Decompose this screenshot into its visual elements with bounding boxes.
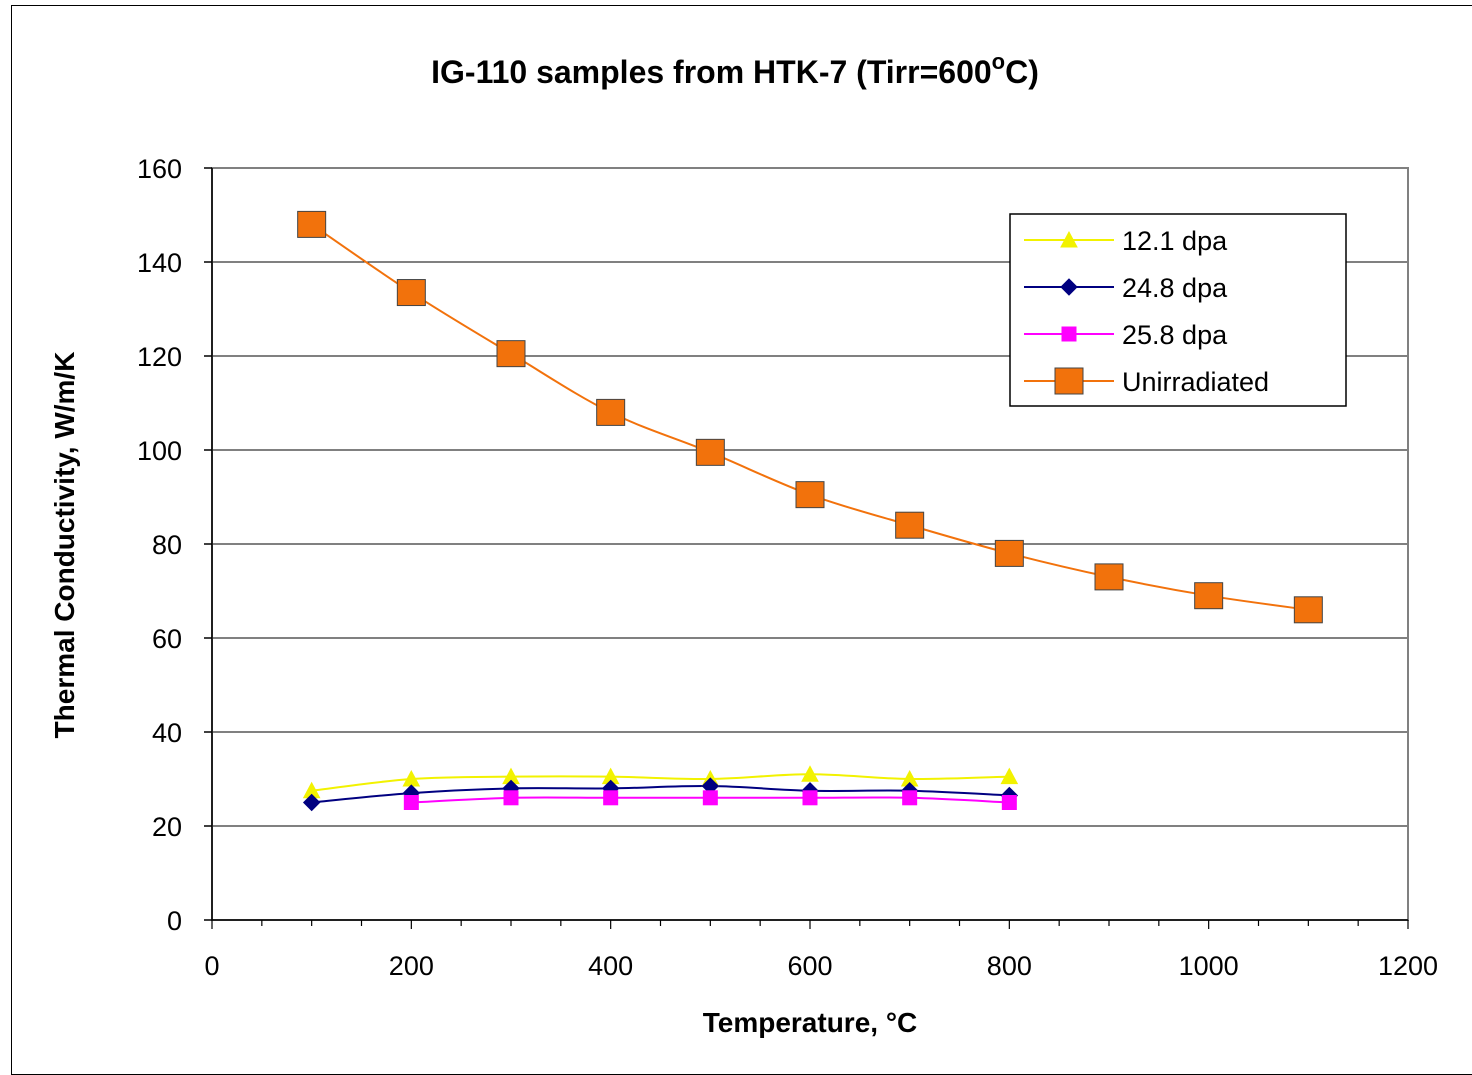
- series-layer: [297, 210, 1323, 812]
- legend-marker-3: [1054, 367, 1084, 395]
- chart-title: IG-110 samples from HTK-7 (Tirr=600oC): [431, 49, 1039, 90]
- series-3-point-5: [795, 481, 825, 509]
- y-tick-label-20: 20: [152, 812, 182, 842]
- series-2-point-1: [503, 790, 519, 806]
- legend-label-2: 25.8 dpa: [1122, 320, 1228, 350]
- x-tick-label-200: 200: [389, 951, 434, 981]
- y-tick-label-80: 80: [152, 530, 182, 560]
- y-tick-label-60: 60: [152, 624, 182, 654]
- x-tick-label-600: 600: [787, 951, 832, 981]
- y-tick-label-40: 40: [152, 718, 182, 748]
- series-2-point-0: [403, 795, 419, 810]
- x-tick-label-1200: 1200: [1378, 951, 1438, 981]
- series-0-point-5: [801, 765, 819, 782]
- legend: 12.1 dpa 24.8 dpa 25.8 dpa Unirradiated: [1009, 213, 1347, 407]
- series-3-point-8: [1094, 563, 1124, 591]
- series-3-point-0: [297, 210, 327, 238]
- legend-label-1: 24.8 dpa: [1122, 273, 1228, 303]
- x-tick-label-0: 0: [204, 951, 219, 981]
- series-2-point-5: [902, 790, 918, 806]
- legend-marker-2: [1061, 326, 1077, 342]
- x-tick-label-1000: 1000: [1179, 951, 1239, 981]
- x-tick-label-800: 800: [987, 951, 1032, 981]
- y-tick-label-120: 120: [137, 342, 182, 372]
- series-3-point-6: [895, 511, 925, 539]
- x-axis-title: Temperature, °C: [703, 1007, 918, 1038]
- series-0-point-7: [1000, 767, 1019, 785]
- legend-label-0: 12.1 dpa: [1122, 226, 1228, 256]
- legend-marker-0: [1060, 230, 1078, 248]
- x-tick-label-400: 400: [588, 951, 633, 981]
- y-tick-label-100: 100: [137, 436, 182, 466]
- y-tick-label-160: 160: [137, 154, 182, 184]
- series-3-point-2: [496, 340, 526, 368]
- axes: 0 20 40 60 80 100 120 140 160 0 200 400 600 800 1000 12…: [137, 154, 1438, 981]
- series-3-point-4: [695, 438, 725, 466]
- series-3-point-3: [596, 398, 626, 426]
- legend-label-3: Unirradiated: [1122, 367, 1269, 397]
- y-axis-title: Thermal Conductivity, W/m/K: [49, 352, 80, 739]
- y-tick-label-0: 0: [167, 906, 182, 936]
- series-2-point-3: [702, 790, 718, 806]
- series-3-point-9: [1194, 582, 1224, 610]
- series-3-point-7: [994, 539, 1024, 567]
- series-3-point-1: [396, 279, 426, 307]
- series-2-point-2: [603, 790, 619, 806]
- gridlines: [212, 261, 1408, 827]
- y-tick-label-140: 140: [137, 248, 182, 278]
- series-3-point-10: [1293, 596, 1323, 624]
- series-1-point-0: [302, 793, 321, 812]
- legend-marker-1: [1060, 278, 1078, 296]
- series-2-point-6: [1001, 795, 1017, 810]
- series-2-point-4: [802, 790, 818, 806]
